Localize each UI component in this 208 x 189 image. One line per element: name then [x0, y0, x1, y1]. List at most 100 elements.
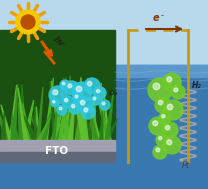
Circle shape [158, 100, 163, 105]
Circle shape [149, 117, 167, 135]
Circle shape [59, 107, 62, 110]
Polygon shape [33, 115, 42, 140]
Polygon shape [51, 108, 63, 140]
Polygon shape [37, 117, 50, 140]
Polygon shape [50, 82, 56, 140]
Circle shape [84, 108, 88, 112]
Circle shape [100, 100, 110, 110]
Circle shape [167, 104, 173, 110]
Polygon shape [91, 103, 100, 140]
Polygon shape [62, 106, 73, 140]
Circle shape [156, 134, 168, 146]
Circle shape [155, 97, 171, 113]
Polygon shape [19, 102, 25, 140]
Polygon shape [96, 119, 105, 140]
Circle shape [102, 102, 105, 105]
Circle shape [73, 93, 83, 103]
Polygon shape [23, 103, 31, 140]
Circle shape [97, 90, 100, 93]
Polygon shape [53, 92, 62, 140]
Circle shape [75, 95, 78, 98]
Circle shape [167, 140, 172, 145]
Polygon shape [73, 83, 87, 140]
Polygon shape [64, 76, 70, 140]
Polygon shape [80, 95, 93, 140]
Polygon shape [52, 100, 58, 140]
Polygon shape [81, 77, 88, 140]
Polygon shape [23, 115, 37, 140]
Polygon shape [88, 78, 95, 140]
Circle shape [64, 98, 68, 102]
Circle shape [65, 81, 79, 95]
Polygon shape [63, 105, 70, 140]
Circle shape [162, 122, 178, 138]
Circle shape [165, 125, 170, 130]
Polygon shape [101, 83, 105, 140]
Circle shape [60, 80, 70, 90]
Polygon shape [13, 118, 19, 140]
Circle shape [76, 86, 82, 92]
Circle shape [68, 84, 72, 88]
Text: -: - [161, 11, 164, 20]
Circle shape [69, 102, 81, 114]
Polygon shape [20, 84, 26, 140]
Text: e: e [153, 13, 160, 23]
Polygon shape [65, 85, 77, 140]
Polygon shape [87, 80, 97, 140]
Bar [0, 30, 115, 140]
Circle shape [87, 81, 92, 86]
Polygon shape [83, 106, 91, 140]
Polygon shape [40, 112, 51, 140]
Polygon shape [18, 88, 27, 140]
Polygon shape [93, 94, 96, 140]
Circle shape [153, 145, 167, 159]
Polygon shape [62, 92, 71, 140]
Polygon shape [63, 81, 66, 140]
Bar [0, 140, 115, 152]
Polygon shape [10, 85, 17, 140]
Circle shape [77, 97, 93, 113]
Circle shape [53, 101, 55, 103]
Circle shape [163, 73, 181, 91]
Polygon shape [11, 114, 16, 140]
Polygon shape [55, 108, 69, 140]
Circle shape [72, 105, 75, 108]
Circle shape [51, 99, 59, 107]
Circle shape [148, 78, 172, 102]
Circle shape [94, 87, 106, 99]
Polygon shape [76, 101, 87, 140]
Polygon shape [98, 101, 111, 140]
Circle shape [80, 100, 85, 105]
Circle shape [167, 77, 172, 82]
Circle shape [21, 15, 35, 29]
Polygon shape [89, 88, 95, 140]
Text: FTO: FTO [45, 146, 69, 156]
Polygon shape [23, 100, 34, 140]
Polygon shape [37, 87, 43, 140]
Bar [0, 65, 208, 77]
Polygon shape [35, 108, 37, 140]
Polygon shape [68, 95, 75, 140]
Polygon shape [100, 111, 103, 140]
Polygon shape [79, 90, 88, 140]
Polygon shape [12, 84, 18, 140]
Circle shape [16, 10, 40, 34]
Text: hv: hv [51, 35, 66, 49]
Polygon shape [1, 105, 12, 140]
Circle shape [162, 115, 165, 118]
Circle shape [62, 96, 74, 108]
Circle shape [163, 100, 183, 120]
Polygon shape [104, 119, 117, 140]
Polygon shape [56, 89, 62, 140]
Polygon shape [51, 81, 63, 140]
Polygon shape [104, 89, 109, 140]
Polygon shape [74, 90, 81, 140]
Polygon shape [45, 78, 53, 140]
Circle shape [171, 85, 185, 99]
Polygon shape [31, 117, 44, 140]
Circle shape [72, 82, 92, 102]
Circle shape [156, 148, 160, 152]
Polygon shape [0, 107, 10, 140]
Polygon shape [59, 96, 66, 140]
Circle shape [49, 86, 67, 104]
